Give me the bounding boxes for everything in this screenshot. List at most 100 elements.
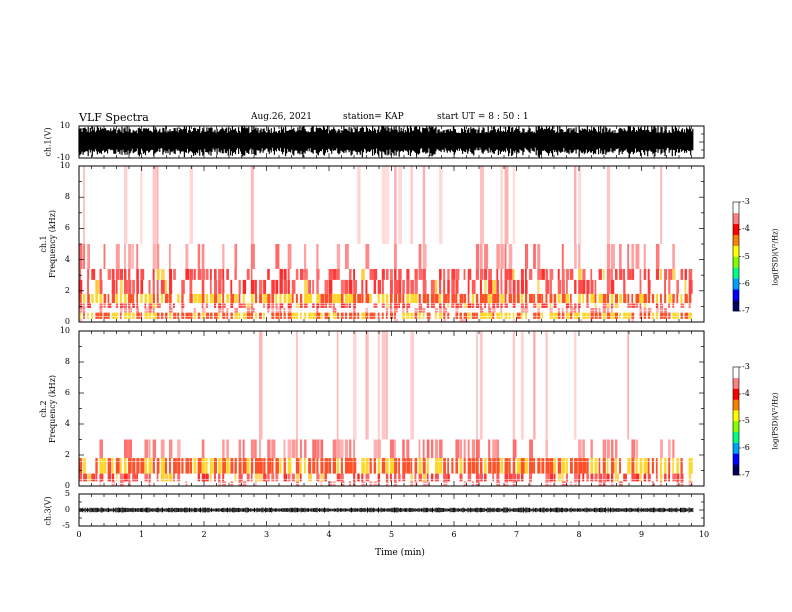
spec1-cell bbox=[267, 293, 271, 304]
spec2-cell bbox=[99, 473, 104, 482]
spec2-cell bbox=[353, 331, 357, 440]
panel-frames bbox=[78, 125, 705, 527]
spec2-cell bbox=[672, 458, 674, 474]
start-time-label: start UT = 8 : 50 : 1 bbox=[437, 112, 529, 122]
spec2-cell bbox=[259, 473, 263, 482]
spec1-cell bbox=[189, 293, 193, 304]
spec2-cell bbox=[512, 473, 517, 482]
spec2-cell bbox=[426, 473, 429, 482]
spec1-cell bbox=[263, 312, 265, 319]
spec1-cell bbox=[181, 279, 185, 294]
spec1-cell bbox=[557, 312, 561, 319]
colorbar1-segment bbox=[733, 278, 739, 290]
spec2-cell bbox=[353, 473, 356, 482]
spec2-cell bbox=[238, 439, 242, 459]
spec1-cell bbox=[684, 293, 688, 304]
spec1-cell bbox=[394, 312, 396, 319]
colorbar2-segment bbox=[733, 388, 739, 400]
spec1-cell bbox=[643, 268, 647, 280]
spec1-cell bbox=[308, 279, 311, 294]
spec2-cell bbox=[463, 439, 466, 459]
spec2-cell bbox=[619, 458, 622, 474]
spec1-cell bbox=[373, 268, 378, 280]
spec2-cell bbox=[271, 458, 274, 474]
spec2-cell bbox=[140, 458, 145, 474]
spec1-cell bbox=[504, 293, 507, 304]
ch1-ytick-0: 10 bbox=[59, 121, 70, 130]
spec2-cell bbox=[512, 439, 517, 459]
spec2-cell bbox=[283, 439, 286, 459]
spec2-cell bbox=[426, 439, 430, 459]
spec1-cell bbox=[254, 279, 257, 294]
spec2-cell bbox=[475, 331, 478, 440]
spec1-cell bbox=[635, 293, 640, 304]
spec2-cell bbox=[320, 458, 324, 474]
spec1-cell bbox=[148, 279, 151, 294]
spec1-cell bbox=[140, 279, 144, 294]
spec1-cell bbox=[455, 312, 459, 319]
spec1-cell bbox=[602, 293, 607, 304]
spec1-cell bbox=[606, 293, 610, 304]
colorbar2-tick-0: -3 bbox=[742, 362, 750, 371]
spec2-cell bbox=[668, 458, 671, 474]
spec1-cell bbox=[238, 312, 241, 319]
spec2-cell bbox=[508, 458, 511, 474]
spec2-cell bbox=[529, 458, 534, 474]
spec2-cell bbox=[332, 439, 337, 459]
spec1-cell bbox=[361, 293, 364, 304]
spec1-cell bbox=[631, 244, 635, 269]
spec1-cell bbox=[132, 293, 135, 304]
spec2-cell bbox=[398, 458, 400, 474]
spec2-cell bbox=[205, 473, 209, 482]
ch3-ytick-0: 5 bbox=[64, 489, 70, 498]
colorbar1-tick-2: -5 bbox=[742, 251, 750, 261]
spec1-cell bbox=[500, 312, 503, 319]
spec2-cell bbox=[242, 439, 245, 459]
ch1-voltage-axis-label: ch.1(V) bbox=[43, 127, 53, 157]
spec1-cell bbox=[312, 312, 317, 319]
spec1-cell bbox=[541, 312, 544, 319]
spec2-cell bbox=[594, 458, 598, 474]
spec1-cell bbox=[369, 293, 372, 304]
spec1-cell bbox=[189, 268, 193, 280]
spec1-cell bbox=[287, 312, 292, 319]
spec1-cell bbox=[299, 268, 304, 280]
colorbar2-segment bbox=[733, 399, 739, 411]
colorbar1-segment bbox=[733, 289, 739, 301]
spec1-cell bbox=[250, 244, 255, 269]
spec1-cell bbox=[479, 279, 482, 294]
ch3-ytick-2: -5 bbox=[62, 521, 70, 530]
spec1-cell bbox=[467, 293, 470, 304]
spec1-cell bbox=[680, 312, 683, 319]
spec1-cell bbox=[463, 312, 468, 319]
spec2-cell bbox=[529, 439, 533, 459]
spec2-cell bbox=[299, 439, 303, 459]
spec2-cell bbox=[87, 473, 92, 482]
spec1-cell bbox=[107, 312, 110, 319]
spec2-cell bbox=[635, 458, 638, 474]
spec1-cell bbox=[353, 268, 356, 280]
spec1-cell bbox=[549, 268, 554, 280]
spec1-cell bbox=[353, 279, 357, 294]
spec2-cell bbox=[119, 458, 122, 474]
spec1-cell bbox=[594, 293, 597, 304]
spec2-cell bbox=[144, 473, 148, 482]
spec2-cell bbox=[144, 458, 147, 474]
spec2-cell bbox=[463, 458, 466, 474]
spec1-cell bbox=[185, 312, 190, 319]
spec2-cell bbox=[631, 473, 636, 482]
spec2-cell bbox=[295, 473, 300, 482]
spec1-cell bbox=[582, 279, 586, 294]
spec1-cell bbox=[488, 312, 493, 319]
spec1-cell bbox=[488, 293, 492, 304]
ch1-waveform-trace bbox=[78, 126, 694, 158]
spec2-cell bbox=[430, 473, 434, 482]
spec1-cell bbox=[578, 279, 583, 294]
spec2-cell bbox=[377, 439, 381, 459]
spec1-cell bbox=[406, 312, 410, 319]
colorbar1-segment bbox=[733, 212, 739, 225]
spec2-cell bbox=[254, 439, 257, 459]
xtick-0: 0 bbox=[76, 530, 82, 539]
spec1-cell bbox=[570, 268, 574, 280]
spec2-cell bbox=[439, 458, 443, 474]
